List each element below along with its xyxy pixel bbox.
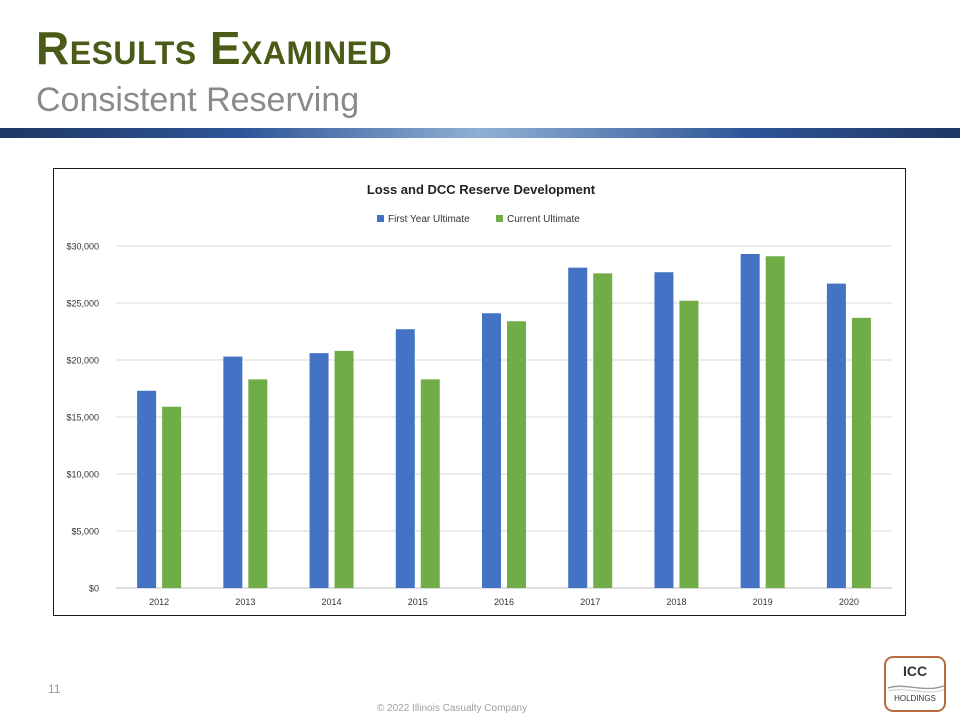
legend-swatch-1 [377, 215, 384, 222]
y-tick-label: $20,000 [66, 356, 99, 366]
bar-current-2019 [765, 256, 785, 588]
legend-label-2: Current Ultimate [507, 214, 580, 225]
logo-swoosh-icon [887, 684, 944, 693]
y-tick-label: $15,000 [66, 413, 99, 423]
y-tick-label: $5,000 [71, 527, 99, 537]
copyright-footer: © 2022 Illinois Casualty Company [376, 703, 528, 714]
bar-first-year-2018 [654, 272, 674, 588]
x-tick-label: 2019 [753, 597, 773, 607]
bar-current-2016 [507, 321, 526, 588]
x-tick-label: 2015 [408, 597, 428, 607]
bar-first-year-2016 [482, 313, 501, 588]
logo-text-holdings: HOLDINGS [894, 694, 936, 703]
y-tick-label: $25,000 [66, 299, 99, 309]
bar-first-year-2015 [395, 329, 415, 588]
bar-current-2017 [593, 273, 613, 588]
y-axis-ticks: $0 $5,000 $10,000 $15,000 $20,000 $25,000 $30,… [66, 242, 99, 594]
x-tick-label: 2017 [580, 597, 600, 607]
bar-first-year-2017 [568, 267, 588, 588]
legend-swatch-2 [496, 215, 503, 222]
bar-first-year-2013 [223, 356, 243, 588]
chart-frame: Loss and DCC Reserve Development First Y… [53, 168, 906, 616]
bar-current-2015 [420, 379, 440, 588]
slide-subtitle: Consistent Reserving [36, 81, 360, 119]
bar-chart: Loss and DCC Reserve Development First Y… [66, 182, 892, 607]
slide-title: Results Examined [36, 22, 393, 74]
bar-current-2018 [679, 300, 699, 588]
bar-current-2013 [248, 379, 268, 588]
bar-current-2014 [334, 350, 354, 588]
x-tick-label: 2020 [839, 597, 859, 607]
y-tick-label: $30,000 [66, 242, 99, 252]
bar-first-year-2020 [826, 283, 846, 588]
legend-label-1: First Year Ultimate [388, 214, 470, 225]
bar-current-2012 [162, 406, 182, 588]
x-tick-label: 2012 [149, 597, 169, 607]
chart-legend: First Year Ultimate Current Ultimate [377, 214, 580, 225]
bar-first-year-2014 [309, 353, 329, 588]
chart-title: Loss and DCC Reserve Development [367, 182, 596, 197]
company-logo: ICC HOLDINGS [884, 656, 946, 712]
x-tick-label: 2018 [666, 597, 686, 607]
logo-text-icc: ICC [902, 663, 928, 679]
x-tick-label: 2013 [235, 597, 255, 607]
bar-current-2020 [851, 317, 871, 588]
x-tick-label: 2014 [322, 597, 342, 607]
y-tick-label: $0 [89, 584, 99, 594]
bar-first-year-2012 [137, 390, 157, 588]
y-tick-label: $10,000 [66, 470, 99, 480]
header-divider [0, 128, 960, 138]
bar-first-year-2019 [740, 253, 760, 588]
gridlines [116, 245, 892, 589]
x-tick-label: 2016 [494, 597, 514, 607]
x-axis-ticks: 2012 2013 2014 2015 2016 2017 2018 2019 2020 [149, 597, 859, 607]
bars [137, 253, 871, 588]
page-number: 11 [48, 682, 61, 696]
